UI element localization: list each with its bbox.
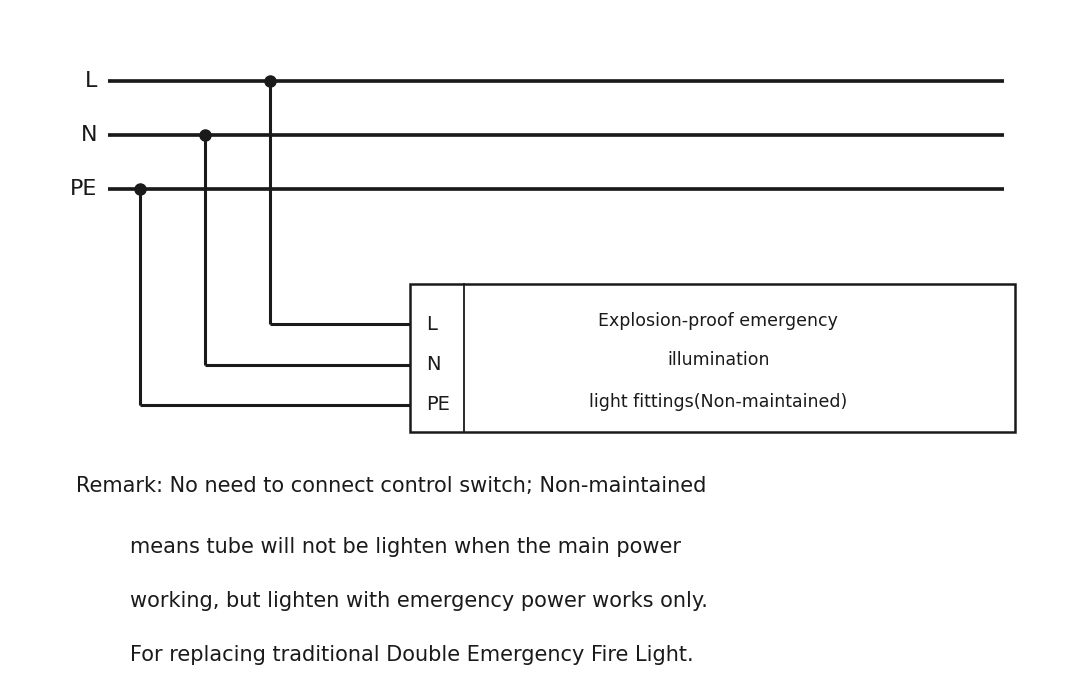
Text: illumination: illumination [667, 352, 769, 369]
Text: means tube will not be lighten when the main power: means tube will not be lighten when the … [130, 537, 680, 557]
Text: L: L [85, 71, 97, 91]
Text: PE: PE [70, 179, 97, 199]
Text: light fittings(Non-maintained): light fittings(Non-maintained) [589, 393, 848, 410]
Text: Explosion-proof emergency: Explosion-proof emergency [598, 312, 838, 329]
Text: PE: PE [427, 396, 450, 414]
Text: working, but lighten with emergency power works only.: working, but lighten with emergency powe… [130, 591, 707, 611]
Text: L: L [427, 315, 437, 333]
FancyBboxPatch shape [410, 284, 1015, 432]
Text: For replacing traditional Double Emergency Fire Light.: For replacing traditional Double Emergen… [130, 645, 693, 665]
Text: N: N [81, 125, 97, 145]
Text: Remark: No need to connect control switch; Non-maintained: Remark: No need to connect control switc… [76, 476, 706, 496]
Text: N: N [427, 355, 441, 374]
